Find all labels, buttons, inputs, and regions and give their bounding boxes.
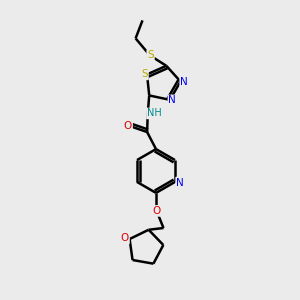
Text: O: O xyxy=(124,121,132,131)
Text: N: N xyxy=(168,95,176,105)
Text: O: O xyxy=(121,233,129,243)
Text: O: O xyxy=(152,206,161,216)
Text: N: N xyxy=(180,76,188,86)
Text: NH: NH xyxy=(147,108,162,118)
Text: N: N xyxy=(176,178,184,188)
Text: S: S xyxy=(141,69,148,80)
Text: S: S xyxy=(147,50,154,61)
